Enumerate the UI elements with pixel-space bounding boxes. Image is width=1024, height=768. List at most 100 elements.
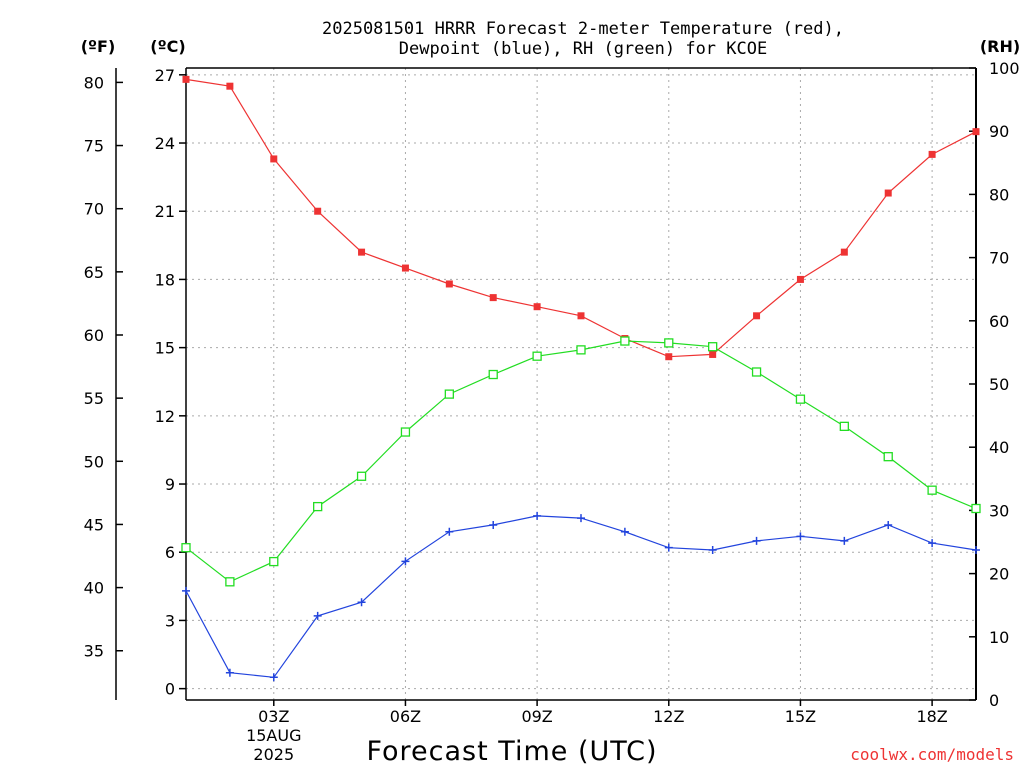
celsius-tick-label: 6 xyxy=(165,543,175,562)
rh-tick-label: 100 xyxy=(989,59,1020,78)
rh-point xyxy=(971,503,981,514)
credit-text: coolwx.com/models xyxy=(850,745,1014,764)
temperature-point xyxy=(796,275,804,283)
celsius-tick-label: 0 xyxy=(165,680,175,699)
dewpoint-point xyxy=(664,543,673,552)
rh-point xyxy=(708,342,718,352)
rh-tick-label: 50 xyxy=(989,375,1009,394)
dewpoint-point xyxy=(313,611,322,620)
temperature-point xyxy=(182,75,190,83)
celsius-unit-label: (ºC) xyxy=(150,37,185,56)
fahrenheit-tick-label: 70 xyxy=(84,200,104,219)
dewpoint-point xyxy=(752,536,761,545)
rh-tick-label: 40 xyxy=(989,438,1009,457)
rh-point xyxy=(795,394,806,404)
dewpoint-point xyxy=(533,511,542,520)
fahrenheit-tick-label: 40 xyxy=(84,579,104,598)
dewpoint-point xyxy=(401,557,410,566)
celsius-tick-label: 27 xyxy=(155,66,175,85)
temperature-point xyxy=(489,294,497,302)
temperature-point xyxy=(314,207,322,215)
rh-tick-label: 30 xyxy=(989,501,1009,520)
x-date-label: 2025 xyxy=(253,745,294,764)
celsius-tick-label: 12 xyxy=(155,407,175,426)
fahrenheit-tick-label: 50 xyxy=(84,452,104,471)
temperature-point xyxy=(972,128,980,136)
rh-tick-label: 10 xyxy=(989,628,1009,647)
temperature-point xyxy=(270,155,278,163)
temperature-point xyxy=(577,312,585,320)
dewpoint-point xyxy=(269,673,278,682)
rh-point xyxy=(664,338,674,348)
temperature-point xyxy=(401,264,409,272)
rh-point xyxy=(839,421,849,431)
dewpoint-point xyxy=(225,668,234,677)
rh-point xyxy=(751,367,762,377)
rh-line xyxy=(185,340,977,583)
dewpoint-point xyxy=(796,532,805,541)
dewpoint-point xyxy=(840,536,849,545)
dewpoint-point xyxy=(445,527,454,536)
dewpoint-point xyxy=(489,520,498,529)
x-tick-label: 12Z xyxy=(653,707,684,726)
celsius-tick-label: 24 xyxy=(155,134,175,153)
rh-point xyxy=(181,543,191,553)
temperature-point xyxy=(533,303,541,311)
x-axis-title: Forecast Time (UTC) xyxy=(366,736,657,767)
series xyxy=(181,75,981,682)
rh-point xyxy=(488,369,498,380)
dewpoint-point xyxy=(620,527,629,536)
x-tick-label: 09Z xyxy=(521,707,552,726)
x-tick-label: 03Z xyxy=(258,707,289,726)
rh-point xyxy=(269,556,279,567)
rh-tick-label: 0 xyxy=(989,691,999,710)
celsius-tick-label: 3 xyxy=(165,611,175,630)
celsius-tick-label: 21 xyxy=(155,202,175,221)
fahrenheit-tick-label: 65 xyxy=(84,263,104,282)
dewpoint-point xyxy=(577,514,585,523)
rh-point xyxy=(576,345,586,355)
temperature-point xyxy=(665,353,673,361)
rh-tick-label: 60 xyxy=(989,312,1009,331)
rh-tick-label: 90 xyxy=(989,122,1009,141)
rh-point xyxy=(927,485,937,495)
dewpoint-point xyxy=(357,598,366,607)
temperature-point xyxy=(709,350,717,358)
x-tick-label: 15Z xyxy=(785,707,816,726)
rh-point xyxy=(883,452,893,462)
rh-tick-label: 70 xyxy=(989,249,1009,268)
rh-point xyxy=(313,501,323,512)
celsius-tick-label: 9 xyxy=(165,475,175,494)
dewpoint-point xyxy=(972,545,980,554)
fahrenheit-tick-label: 35 xyxy=(84,642,104,661)
temperature-point xyxy=(445,280,453,288)
dewpoint-point xyxy=(182,586,190,595)
chart-title-line-2: Dewpoint (blue), RH (green) for KCOE xyxy=(399,39,767,59)
rh-point xyxy=(620,336,630,346)
rh-point xyxy=(356,471,367,481)
x-tick-label: 18Z xyxy=(916,707,947,726)
x-date-label: 15AUG xyxy=(246,726,301,745)
temperature-point xyxy=(226,82,234,90)
temperature-point xyxy=(884,189,892,197)
fahrenheit-tick-label: 75 xyxy=(84,137,104,156)
fahrenheit-tick-label: 80 xyxy=(84,73,104,92)
temperature-point xyxy=(928,150,936,158)
temperature-point xyxy=(753,312,761,320)
celsius-tick-label: 18 xyxy=(155,270,175,289)
chart-title-line-1: 2025081501 HRRR Forecast 2-meter Tempera… xyxy=(322,19,844,39)
fahrenheit-tick-label: 45 xyxy=(84,515,104,534)
temperature-point xyxy=(358,248,366,256)
grid-lines xyxy=(186,68,976,700)
x-tick-label: 06Z xyxy=(390,707,421,726)
dewpoint-point xyxy=(708,545,717,554)
dewpoint-point xyxy=(884,520,893,529)
rh-tick-label: 80 xyxy=(989,185,1009,204)
dewpoint-point xyxy=(928,539,937,548)
celsius-tick-label: 15 xyxy=(155,339,175,358)
rh-point xyxy=(532,351,542,361)
rh-point xyxy=(225,577,235,587)
rh-tick-label: 20 xyxy=(989,565,1009,584)
